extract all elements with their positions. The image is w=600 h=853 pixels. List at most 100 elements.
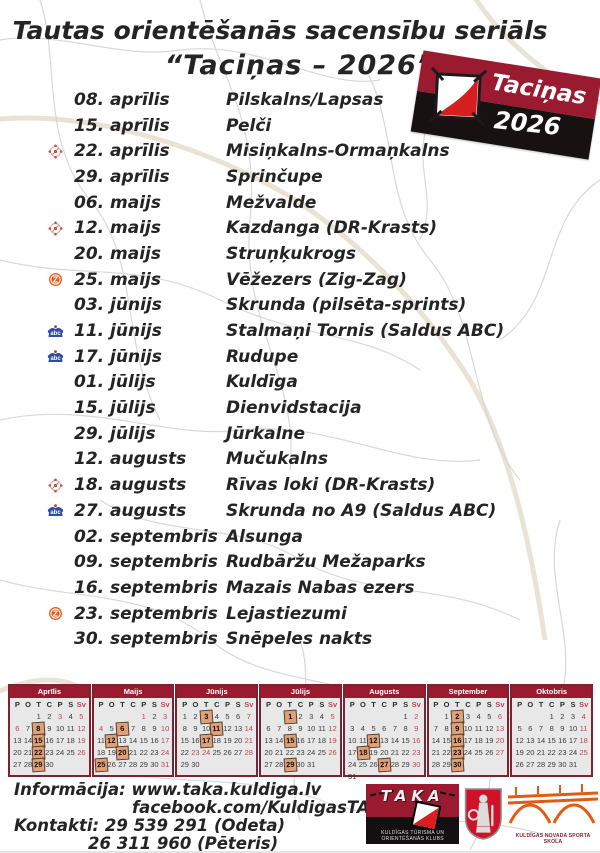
calendar-month-title: Jūlijs — [261, 686, 340, 698]
event-date: 02. septembris — [74, 526, 218, 547]
event-row: 12. augusts Mučukalns — [36, 447, 504, 473]
day-cell: 17 — [160, 736, 170, 745]
day-cell: 3 — [570, 712, 576, 721]
day-cell: 29 — [401, 760, 410, 769]
day-cell: 30 — [150, 760, 159, 769]
event-location: Mučukalns — [226, 449, 329, 470]
day-cell: 5 — [517, 724, 522, 733]
event-date: 30. septembris — [74, 629, 218, 650]
zigzag-club-icon: Z — [36, 606, 74, 621]
day-cell: 2 — [414, 712, 419, 721]
day-cell: 21 — [128, 748, 138, 757]
day-cell: 7 — [25, 724, 31, 733]
event-day-cell: 8 — [31, 721, 46, 737]
day-cell: 25 — [579, 748, 588, 757]
day-cell: 12 — [223, 724, 232, 733]
weekday-header: O — [443, 700, 450, 709]
calendar-month-title: Aprīlis — [10, 686, 89, 698]
svg-text:Z: Z — [52, 275, 57, 285]
day-cell: 2 — [560, 712, 565, 721]
day-cell: 6 — [15, 724, 20, 733]
day-cell: 15 — [547, 736, 556, 745]
day-cell: 15 — [139, 736, 148, 745]
day-cell: 27 — [118, 760, 127, 769]
day-cell: 29 — [442, 760, 451, 769]
day-cell: 25 — [317, 748, 327, 757]
day-cell: 12 — [515, 736, 524, 745]
day-cell: 17 — [55, 736, 65, 745]
event-location: Sprinčupe — [226, 166, 323, 187]
day-cell: 20 — [526, 748, 535, 757]
day-cell: 22 — [442, 748, 451, 757]
day-cell: 22 — [285, 748, 294, 757]
event-location: Struņķukrogs — [226, 243, 357, 264]
weekday-header: C — [214, 700, 220, 709]
weekday-header: C — [297, 700, 304, 709]
day-cell: 21 — [23, 748, 33, 757]
day-cell: 1 — [141, 712, 146, 721]
event-date: 08. aprīlis — [74, 89, 170, 110]
calendar-jūnijs: Jūnijs P O T C P S Sv 1 2 3 4 5 6 7 8 9 10 11 12 13 14 15 16 17 1… — [175, 684, 259, 777]
day-cell: 10 — [348, 736, 357, 745]
event-location: Stalmaņi Tornis (Saldus ABC) — [226, 321, 505, 342]
event-date: 16. septembris — [74, 577, 218, 598]
day-cell: 2 — [193, 712, 198, 721]
day-cell: 13 — [233, 724, 243, 733]
weekday-header: P — [433, 700, 439, 709]
day-cell: 25 — [66, 748, 75, 757]
event-date: 15. jūlijs — [74, 398, 156, 419]
event-location: Kuldīga — [226, 372, 298, 393]
weekday-header: O — [527, 700, 534, 709]
day-cell: 13 — [526, 736, 535, 745]
event-date: 01. jūlijs — [74, 372, 156, 393]
day-cell: 12 — [485, 724, 494, 733]
day-cell: 14 — [128, 736, 138, 745]
day-cell: 21 — [431, 748, 441, 757]
empty-cell — [514, 711, 525, 723]
day-cell: 28 — [536, 760, 546, 769]
weekday-header: O — [192, 700, 199, 709]
weekday-header: T — [538, 700, 544, 709]
event-location: Vēžezers (Zig-Zag) — [226, 269, 407, 290]
day-cell: 28 — [244, 748, 253, 757]
empty-cell — [274, 711, 285, 723]
weekday-header: O — [359, 700, 366, 709]
day-cell: 24 — [348, 760, 357, 769]
day-cell: 17 — [307, 736, 316, 745]
day-cell: 19 — [107, 748, 116, 757]
svg-text:abc: abc — [50, 331, 61, 337]
day-cell: 4 — [68, 712, 73, 721]
day-cell: 26 — [515, 760, 524, 769]
day-cell: 14 — [274, 736, 284, 745]
info-label: Informācija: — [14, 780, 126, 799]
event-row: abc 27. augusts Skrunda no A9 (Saldus ABC) — [36, 498, 504, 524]
day-cell: 27 — [526, 760, 535, 769]
day-cell: 28 — [431, 760, 441, 769]
tacinas-2026-badge: Taciņas 2026 — [410, 50, 600, 160]
event-row: Z 25. maijs Vēžezers (Zig-Zag) — [36, 267, 504, 293]
day-cell: 13 — [264, 736, 273, 745]
calendar-aprīlis: Aprīlis P O T C P S Sv 1 2 3 4 5 6 7 8 9 10 11 12 13 14 15 16 17… — [8, 684, 91, 777]
phone1-text: 29 539 291 (Odeta) — [104, 816, 286, 835]
empty-cell — [23, 711, 34, 723]
day-cell: 5 — [487, 712, 492, 721]
day-cell: 31 — [160, 760, 170, 769]
svg-text:Z: Z — [52, 609, 57, 619]
day-cell: 20 — [233, 736, 243, 745]
event-day-cell: 6 — [115, 721, 130, 737]
empty-cell — [390, 711, 401, 723]
day-cell: 3 — [350, 724, 355, 733]
event-row: 01. jūlijs Kuldīga — [36, 370, 504, 396]
event-row: 09. septembris Rudbāržu Mežaparks — [36, 549, 504, 575]
day-cell: 3 — [163, 712, 168, 721]
weekday-header: S — [486, 700, 492, 709]
event-row: 06. maijs Mežvalde — [36, 190, 504, 216]
day-cell: 31 — [568, 760, 578, 769]
day-cell: 25 — [358, 760, 368, 769]
contacts-label: Kontakti: — [14, 816, 100, 835]
event-location: Mežvalde — [226, 192, 317, 213]
day-cell: 14 — [23, 736, 33, 745]
event-location: Rudupe — [226, 346, 299, 367]
day-cell: 2 — [298, 712, 303, 721]
